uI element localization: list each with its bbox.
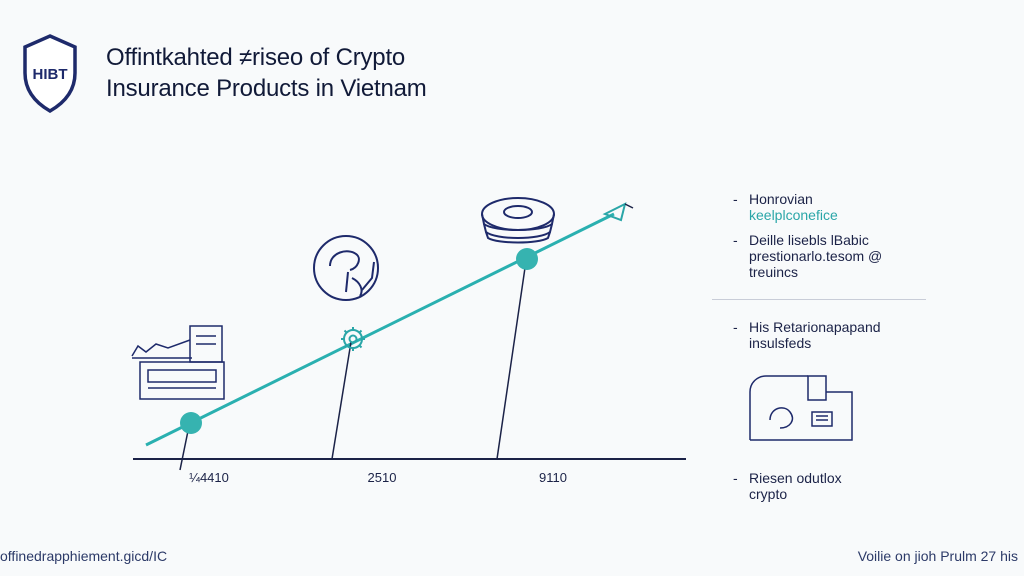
trend-line xyxy=(145,212,615,447)
stacked-coins-icon xyxy=(481,197,555,244)
footer-source: offinedrapphiement.gicd/IC xyxy=(0,548,168,564)
bullet: - xyxy=(733,191,738,207)
side-note-text: His Retarionapapand xyxy=(749,319,881,335)
bullet: - xyxy=(733,319,738,335)
side-note-2: - Deille lisebls lBabic prestionarlo.tes… xyxy=(733,232,882,280)
bullet: - xyxy=(733,232,738,248)
device-illustration-icon xyxy=(749,375,853,441)
page-title: Offintkahted ≠riseo of Crypto Insurance … xyxy=(106,42,427,104)
x-tick-label: ¼4410 xyxy=(189,470,229,485)
coin-icon xyxy=(313,235,379,301)
gear-icon xyxy=(341,327,365,351)
data-point-1 xyxy=(180,412,202,434)
side-note-text: Riesen odutlox xyxy=(749,470,842,486)
side-note-text: crypto xyxy=(749,486,788,502)
side-note-4: - Riesen odutlox crypto xyxy=(733,470,842,502)
side-note-text: Deille lisebls lBabic xyxy=(749,232,869,248)
shield-logo-icon: HIBT xyxy=(23,34,77,113)
side-note-text: insulsfeds xyxy=(749,335,812,351)
footer-note: Voilie on jioh Prulm 27 his xyxy=(857,548,1018,564)
divider xyxy=(712,299,926,300)
data-point-3 xyxy=(516,248,538,270)
arrow-head-icon xyxy=(602,202,634,222)
side-note-1: - Honrovian keelplconefice xyxy=(733,191,838,223)
x-tick-label: 9110 xyxy=(539,470,567,485)
drop-line-3 xyxy=(496,260,527,460)
title-line-2: Insurance Products in Vietnam xyxy=(106,75,427,102)
side-note-3: - His Retarionapapand insulsfeds xyxy=(733,319,881,351)
bullet: - xyxy=(733,470,738,486)
logo-text: HIBT xyxy=(33,66,68,83)
desk-computer-icon xyxy=(131,325,225,400)
side-note-text: Honrovian xyxy=(749,191,813,207)
title-line-1: Offintkahted ≠riseo of Crypto xyxy=(106,44,406,71)
side-note-text: prestionarlo.tesom @ xyxy=(749,248,883,264)
drop-line-2 xyxy=(331,341,352,460)
side-note-text: treuincs xyxy=(749,264,799,280)
x-tick-label: 2510 xyxy=(368,470,397,485)
side-note-accent: keelplconefice xyxy=(749,207,838,223)
